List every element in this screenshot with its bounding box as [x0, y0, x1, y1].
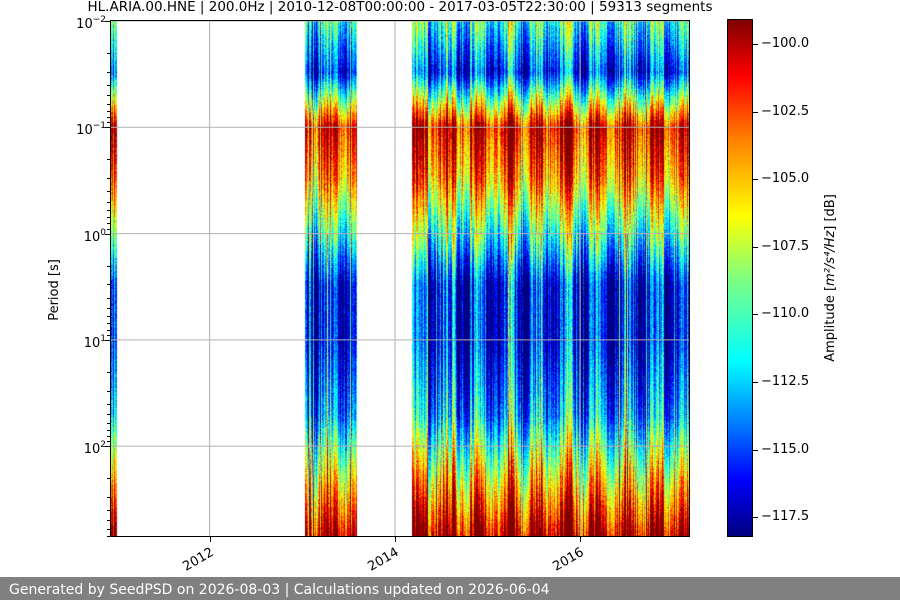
footer-bar: Generated by SeedPSD on 2026-08-03 | Cal… [0, 577, 900, 600]
colorbar-tick-label: −110.0 [761, 306, 810, 322]
x-tick-label: 2012 [180, 545, 217, 575]
colorbar-tick-mark [753, 246, 758, 248]
y-tick-mark [105, 446, 110, 448]
y-minor-tick [107, 435, 110, 437]
y-minor-tick [107, 210, 110, 211]
spectrogram-heatmap [111, 21, 689, 536]
y-minor-tick [107, 284, 110, 286]
y-tick-label: 100 [83, 227, 106, 245]
y-tick-label: 102 [83, 440, 106, 458]
y-minor-tick [107, 217, 110, 219]
y-minor-tick [107, 403, 110, 405]
x-tick-mark [209, 537, 211, 542]
y-minor-tick [107, 536, 110, 537]
y-minor-tick [107, 52, 110, 54]
footer-text: Generated by SeedPSD on 2026-08-03 | Cal… [9, 582, 550, 598]
y-minor-tick [107, 371, 110, 373]
colorbar-tick-mark [753, 449, 758, 451]
colorbar-tick-mark [753, 179, 758, 181]
y-minor-tick [107, 223, 110, 225]
y-minor-tick [107, 201, 110, 203]
y-minor-tick [107, 110, 110, 112]
y-minor-tick [107, 414, 110, 416]
x-tick-mark [580, 537, 582, 542]
y-minor-tick [107, 520, 110, 522]
colorbar-tick-mark [753, 111, 758, 113]
y-minor-tick [107, 297, 110, 299]
y-tick-label: 10−2 [76, 15, 106, 32]
x-tick-mark [395, 537, 397, 542]
y-tick-mark [105, 339, 110, 341]
x-tick-label: 2014 [365, 545, 402, 575]
x-tick-label: 2016 [550, 545, 587, 575]
y-minor-tick [107, 329, 110, 331]
y-minor-tick [107, 122, 110, 124]
y-minor-tick [107, 323, 110, 325]
colorbar-tick-mark [753, 382, 758, 383]
y-minor-tick [107, 335, 110, 336]
y-tick-mark [105, 127, 110, 129]
y-minor-tick [107, 316, 110, 318]
y-minor-tick [107, 528, 110, 530]
colorbar-tick-label: −107.5 [761, 238, 810, 254]
y-minor-tick [107, 422, 110, 424]
y-minor-tick [107, 265, 110, 267]
colorbar-tick-mark [753, 314, 758, 316]
colorbar [727, 19, 753, 537]
chart-title: HL.ARIA.00.HNE | 200.0Hz | 2010-12-08T00… [87, 0, 713, 15]
y-minor-tick [107, 228, 110, 230]
y-minor-tick [107, 159, 110, 161]
y-minor-tick [107, 478, 110, 480]
colorbar-tick-label: −112.5 [761, 374, 810, 389]
y-minor-tick [107, 429, 110, 431]
y-minor-tick [107, 390, 110, 392]
grid-lines [111, 21, 689, 536]
y-minor-tick [107, 510, 110, 512]
y-tick-mark [105, 233, 110, 235]
y-minor-tick [107, 307, 110, 309]
y-minor-tick [107, 95, 110, 97]
y-minor-tick [107, 441, 110, 443]
colorbar-tick-label: −102.5 [761, 103, 810, 119]
y-minor-tick [107, 116, 110, 118]
y-minor-tick [107, 84, 110, 86]
colorbar-tick-label: −105.0 [761, 171, 810, 187]
y-tick-label: 101 [83, 333, 106, 351]
colorbar-tick-mark [753, 517, 758, 519]
y-minor-tick [107, 103, 110, 105]
colorbar-tick-label: −100.0 [761, 36, 810, 52]
colorbar-tick-label: −115.0 [761, 441, 810, 457]
colorbar-tick-label: −117.5 [761, 509, 810, 525]
y-minor-tick [107, 71, 110, 73]
y-tick-label: 10−1 [76, 121, 106, 139]
y-axis-label: Period [s] [46, 259, 62, 321]
y-minor-tick [107, 178, 110, 179]
y-tick-mark [105, 21, 110, 22]
plot-area [110, 20, 690, 537]
y-minor-tick [107, 496, 110, 498]
colorbar-label: Amplitude [m²/s⁴/Hz] [dB] [822, 194, 838, 362]
y-minor-tick [107, 191, 110, 193]
colorbar-tick-mark [753, 44, 758, 46]
